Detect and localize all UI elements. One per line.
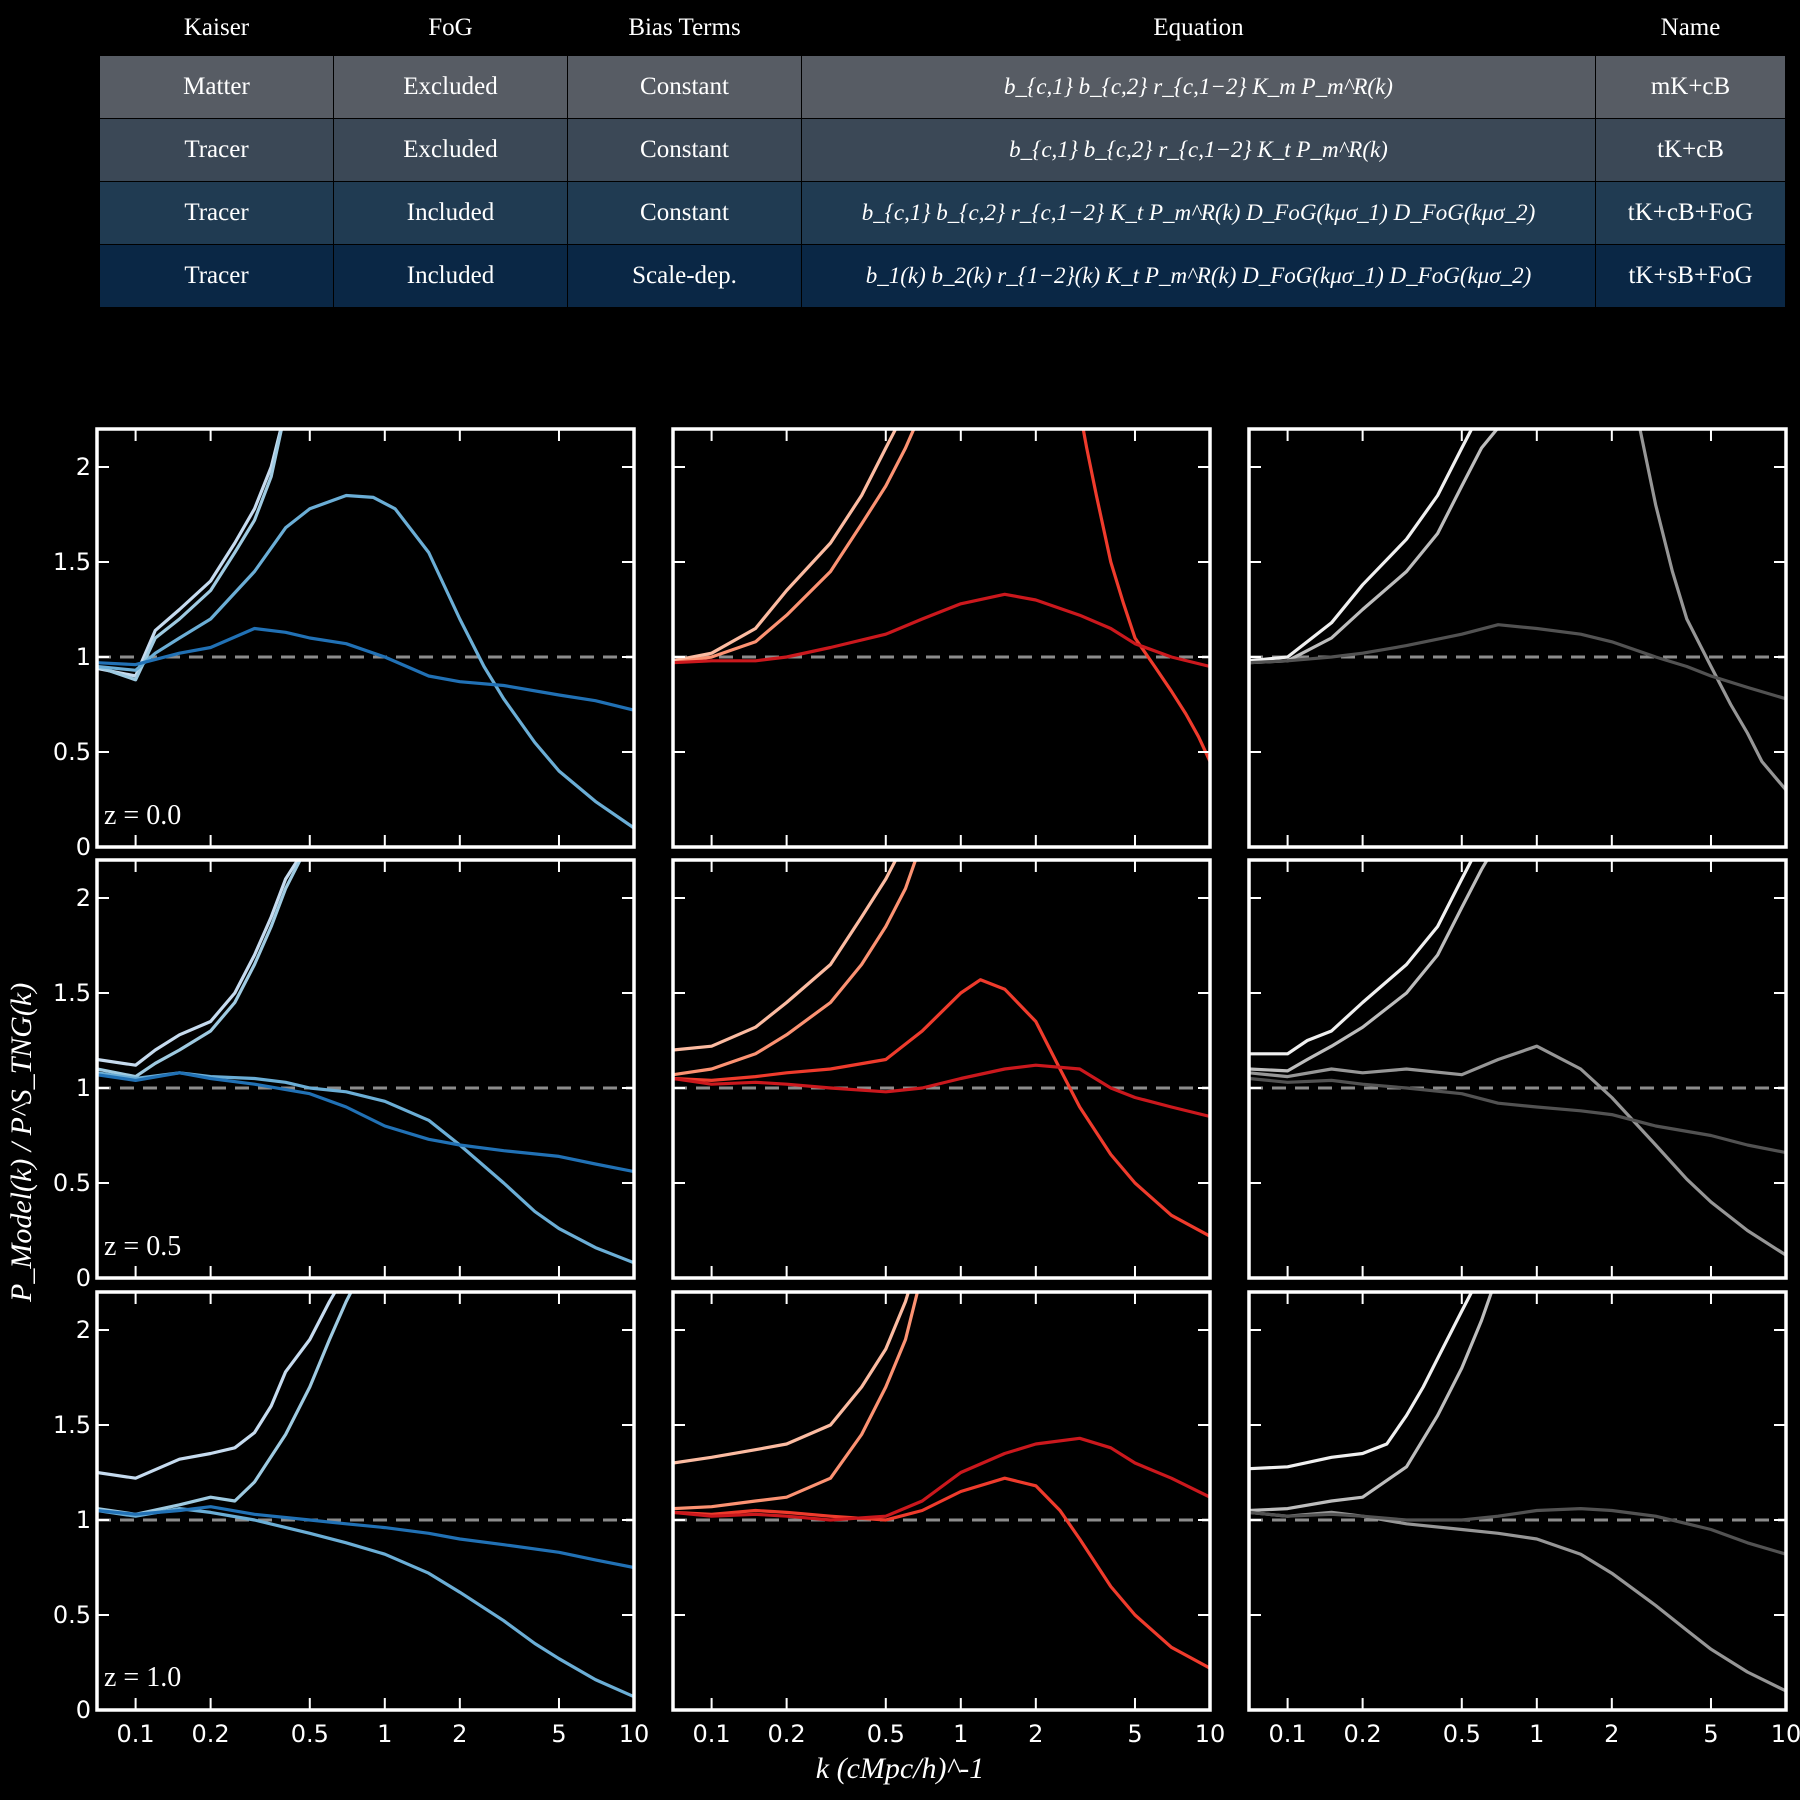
panel-frame [97,860,634,1278]
series-line-tk-sb-fog [1249,1509,1786,1555]
y-tick-label: 0.5 [53,1169,91,1197]
x-tick-label: 2 [1604,1720,1619,1748]
series-line-tk-cb [1249,841,1498,1071]
x-axis-label: k (cMpc/h)^-1 [700,1752,1100,1786]
series-line-mk-cb [1249,1273,1482,1469]
series-line-tk-cb [1249,1273,1498,1511]
panel-frame [673,429,1210,847]
panel-r0-c0: 0 0.5 1 1.5 2 [53,410,634,861]
y-tick-label: 1 [76,1074,91,1102]
panel-r1-c1 [673,841,1210,1278]
y-tick-label: 0 [76,1264,91,1292]
y-axis-label: P_Model(k) / P^S_TNG(k) [5,1002,39,1302]
series-line-mk-cb [673,841,906,1050]
y-tick-label: 1 [76,1506,91,1534]
series-line-tk-cb [97,410,286,680]
series-line-tk-cb-fog [1636,410,1786,790]
panel-r2-c1: 0.1 0.2 0.5 1 2 5 10 [673,1273,1225,1748]
y-tick-label: 2 [76,884,91,912]
series-line-tk-cb-fog [1080,410,1210,762]
series-line-tk-cb-fog [673,980,1210,1236]
y-tick-label: 1.5 [53,548,91,576]
x-tick-label: 0.1 [117,1720,155,1748]
x-tick-label: 10 [1195,1720,1226,1748]
x-tick-label: 2 [1028,1720,1043,1748]
x-tick-label: 5 [1127,1720,1142,1748]
x-tick-label: 1 [1529,1720,1544,1748]
redshift-label-z05: z = 0.5 [104,1231,181,1263]
panel-r1-c0: 0 0.5 1 1.5 2 [53,841,634,1292]
series-line-tk-cb [97,841,310,1077]
series-line-mk-cb [1249,410,1482,661]
panel-r2-c2: 0.1 0.2 0.5 1 2 5 10 [1249,1273,1800,1748]
series-line-tk-cb [673,841,922,1075]
x-tick-label: 10 [619,1720,650,1748]
y-tick-label: 1.5 [53,979,91,1007]
panel-r0-c2 [1249,410,1786,847]
series-line-mk-cb [1249,841,1482,1054]
series-line-tk-cb-fog [1249,1512,1786,1691]
x-tick-label: 5 [551,1720,566,1748]
ratio-panel-grid: 0 0.5 1 1.5 2 0 0.5 1 1.5 2 0.1 0.2 0.5 1 2 5 10 0 0.5 1 1.5… [0,0,1800,1800]
y-tick-label: 2 [76,453,91,481]
series-line-tk-sb-fog [1249,1079,1786,1153]
x-tick-label: 0.2 [768,1720,806,1748]
series-line-tk-sb-fog [1249,625,1786,699]
x-tick-label: 0.5 [291,1720,329,1748]
series-line-mk-cb [97,410,286,676]
x-tick-label: 1 [377,1720,392,1748]
x-tick-label: 0.2 [1344,1720,1382,1748]
y-tick-label: 1.5 [53,1411,91,1439]
series-line-mk-cb [97,841,310,1065]
panel-frame [673,860,1210,1278]
y-tick-label: 1 [76,643,91,671]
series-line-tk-cb-fog [673,1478,1210,1668]
x-tick-label: 0.5 [867,1720,905,1748]
x-tick-label: 2 [452,1720,467,1748]
x-tick-label: 0.2 [192,1720,230,1748]
y-tick-label: 0 [76,1696,91,1724]
redshift-label-z0: z = 0.0 [104,800,181,832]
x-tick-label: 0.5 [1443,1720,1481,1748]
series-line-mk-cb [673,410,906,661]
y-tick-label: 0 [76,833,91,861]
panel-frame [97,1292,634,1710]
series-line-tk-cb-fog [97,496,634,829]
y-tick-label: 0.5 [53,1601,91,1629]
x-tick-label: 0.1 [693,1720,731,1748]
series-line-mk-cb [673,1273,914,1463]
series-line-tk-cb [1249,410,1513,663]
panel-r0-c1 [673,410,1210,847]
panel-r1-c2 [1249,841,1786,1278]
series-line-tk-sb-fog [97,1507,634,1568]
series-line-tk-cb-fog [1249,1046,1786,1255]
x-tick-label: 1 [953,1720,968,1748]
redshift-label-z1: z = 1.0 [104,1662,181,1694]
y-tick-label: 2 [76,1316,91,1344]
series-line-tk-sb-fog [673,1065,1210,1116]
x-tick-label: 5 [1703,1720,1718,1748]
y-tick-label: 0.5 [53,738,91,766]
x-tick-label: 0.1 [1269,1720,1307,1748]
x-tick-label: 10 [1771,1720,1800,1748]
series-line-tk-cb [673,1273,922,1509]
